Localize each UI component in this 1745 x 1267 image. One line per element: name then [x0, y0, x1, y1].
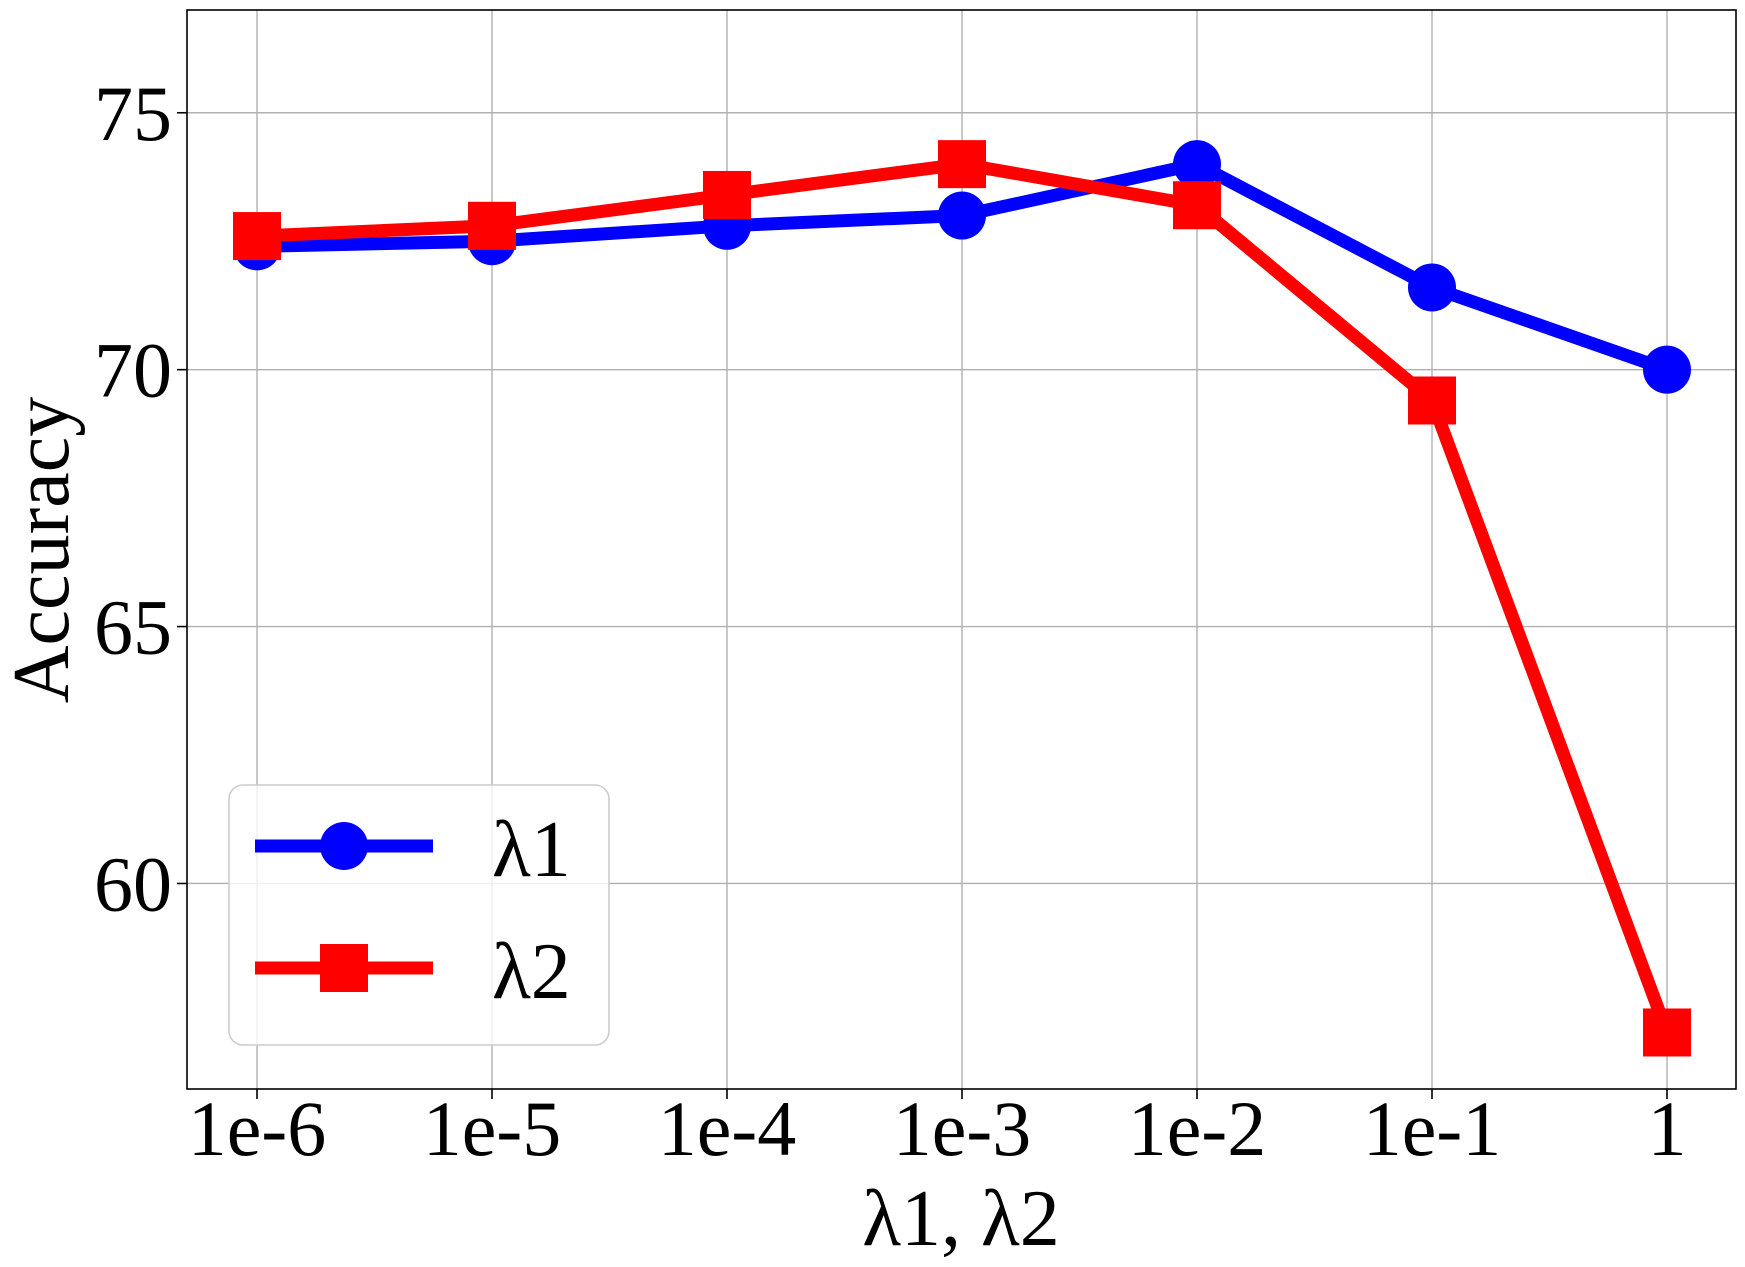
data-point	[468, 201, 516, 250]
x-tick-label: 1e-6	[188, 1085, 327, 1172]
y-tick-label: 65	[94, 584, 172, 671]
legend-marker-circle	[320, 822, 368, 870]
x-tick-label: 1e-2	[1128, 1085, 1267, 1172]
data-point	[1408, 376, 1456, 425]
x-tick-label: 1	[1648, 1085, 1687, 1172]
y-axis-label: Accuracy	[0, 397, 86, 703]
data-point	[1408, 263, 1456, 312]
x-tick-label: 1e-4	[658, 1085, 797, 1172]
data-point	[1173, 140, 1221, 189]
y-tick-label: 60	[94, 840, 172, 927]
data-point	[1643, 1008, 1691, 1057]
tick-layer: 1e-6 1e-5 1e-4 1e-3 1e-2 1e-1 1 60 65 70 75	[94, 70, 1687, 1172]
series-layer	[233, 140, 1691, 1057]
x-axis-label: λ1, λ2	[862, 1175, 1060, 1263]
legend-marker-square	[320, 944, 368, 992]
x-tick-label: 1e-1	[1363, 1085, 1502, 1172]
y-tick-label: 70	[94, 327, 172, 414]
y-tick-label: 75	[94, 70, 172, 157]
legend-label: λ2	[492, 928, 571, 1016]
data-point	[938, 140, 986, 189]
data-point	[703, 170, 751, 219]
legend-label: λ1	[492, 806, 571, 894]
x-tick-label: 1e-3	[893, 1085, 1032, 1172]
x-tick-label: 1e-5	[423, 1085, 562, 1172]
data-point	[233, 212, 281, 261]
data-point	[938, 191, 986, 240]
data-point	[1643, 345, 1691, 394]
data-point	[1173, 181, 1221, 230]
